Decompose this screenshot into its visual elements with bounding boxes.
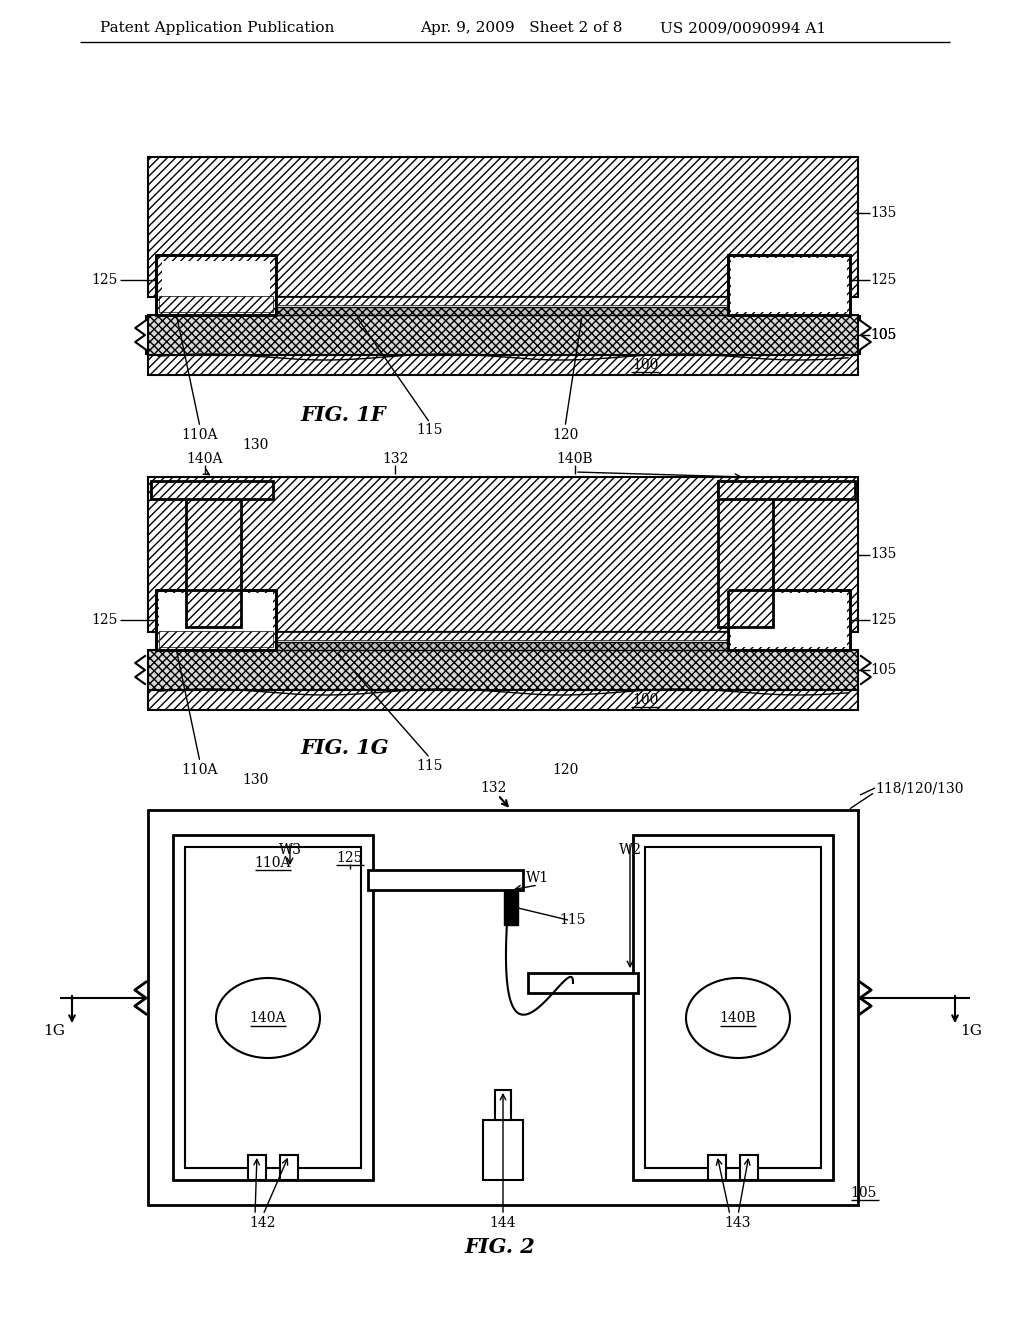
Bar — [148, 477, 858, 632]
Bar — [148, 649, 858, 690]
Bar — [148, 355, 858, 375]
Bar — [708, 1155, 726, 1180]
Bar — [162, 261, 270, 309]
Bar — [276, 632, 728, 648]
Text: FIG. 1G: FIG. 1G — [300, 738, 389, 758]
Text: 130: 130 — [242, 774, 268, 787]
Text: US 2009/0090994 A1: US 2009/0090994 A1 — [660, 21, 826, 36]
Text: 140B: 140B — [720, 1011, 757, 1026]
Text: 135: 135 — [870, 206, 896, 220]
Bar — [483, 1119, 523, 1180]
Bar — [159, 631, 273, 647]
Text: 125: 125 — [91, 612, 118, 627]
Bar — [504, 890, 518, 925]
Bar — [718, 480, 855, 499]
Bar — [159, 593, 273, 647]
Bar — [528, 973, 638, 993]
Text: 125: 125 — [870, 273, 896, 286]
Text: 118/120/130: 118/120/130 — [874, 781, 964, 795]
Text: 115: 115 — [417, 422, 443, 437]
Bar — [148, 315, 858, 355]
Bar — [148, 690, 858, 710]
Text: W2: W2 — [618, 843, 641, 857]
Bar — [276, 297, 728, 313]
Text: 130: 130 — [242, 438, 268, 451]
Text: Apr. 9, 2009   Sheet 2 of 8: Apr. 9, 2009 Sheet 2 of 8 — [420, 21, 623, 36]
Bar — [276, 642, 728, 649]
Text: FIG. 1F: FIG. 1F — [300, 405, 386, 425]
Bar — [186, 482, 241, 627]
Text: 115: 115 — [417, 759, 443, 774]
Text: 120: 120 — [552, 428, 579, 442]
Text: W1: W1 — [526, 871, 550, 884]
Text: 125: 125 — [870, 612, 896, 627]
Text: 110A: 110A — [255, 855, 291, 870]
Bar — [731, 257, 847, 312]
Bar — [151, 480, 273, 499]
Bar — [185, 847, 361, 1168]
Bar — [276, 297, 728, 305]
Text: 140A: 140A — [186, 451, 223, 466]
Text: 105: 105 — [850, 1185, 877, 1200]
Text: 105: 105 — [870, 663, 896, 677]
Text: 132: 132 — [382, 451, 409, 466]
Bar — [148, 157, 858, 297]
Bar — [276, 632, 728, 640]
Bar — [728, 255, 850, 315]
Text: 135: 135 — [870, 548, 896, 561]
Text: FIG. 2: FIG. 2 — [465, 1237, 536, 1257]
Bar — [148, 810, 858, 1205]
Text: 120: 120 — [552, 763, 579, 777]
Bar — [156, 590, 276, 649]
Bar — [276, 308, 728, 315]
Text: 125: 125 — [337, 851, 364, 865]
Bar — [718, 482, 773, 627]
Bar — [740, 1155, 758, 1180]
Bar — [495, 1090, 511, 1119]
Text: 140B: 140B — [557, 451, 593, 466]
Text: 110A: 110A — [181, 428, 218, 442]
Bar — [280, 1155, 298, 1180]
Text: W3: W3 — [279, 843, 301, 857]
Text: 142: 142 — [250, 1216, 276, 1230]
Bar — [159, 296, 273, 312]
Text: 144: 144 — [489, 1216, 516, 1230]
Text: 1G: 1G — [43, 1024, 65, 1038]
Text: Patent Application Publication: Patent Application Publication — [100, 21, 335, 36]
Text: 105: 105 — [870, 327, 896, 342]
Text: 125: 125 — [91, 273, 118, 286]
Bar — [248, 1155, 266, 1180]
Text: 132: 132 — [480, 781, 506, 795]
Text: 140A: 140A — [250, 1011, 287, 1026]
Bar — [156, 255, 276, 315]
Text: 100: 100 — [632, 358, 658, 372]
Text: 110A: 110A — [181, 763, 218, 777]
Bar — [731, 593, 847, 647]
Bar — [173, 836, 373, 1180]
Text: 1G: 1G — [961, 1024, 982, 1038]
Text: 105: 105 — [870, 327, 896, 342]
Text: 115: 115 — [560, 913, 587, 927]
Text: 143: 143 — [725, 1216, 752, 1230]
Bar — [368, 870, 523, 890]
Bar — [645, 847, 821, 1168]
Text: 100: 100 — [632, 693, 658, 708]
Bar — [633, 836, 833, 1180]
Bar — [728, 590, 850, 649]
